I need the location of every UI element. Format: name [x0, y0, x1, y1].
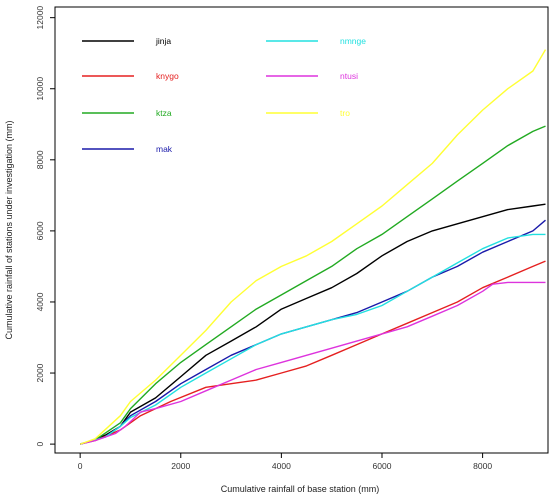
- y-tick-label: 2000: [35, 363, 45, 382]
- x-tick-label: 2000: [171, 461, 190, 471]
- x-tick-label: 4000: [272, 461, 291, 471]
- x-axis-title: Cumulative rainfall of base station (mm): [221, 484, 380, 494]
- plot-frame: [54, 6, 549, 454]
- x-tick-label: 6000: [373, 461, 392, 471]
- legend-label-knygo: knygo: [156, 71, 179, 81]
- series-layer: [79, 49, 547, 445]
- y-tick-label: 10000: [35, 77, 45, 101]
- x-tick-label: 8000: [473, 461, 492, 471]
- y-tick-label: 0: [35, 441, 45, 446]
- legend-label-mak: mak: [156, 144, 173, 154]
- x-tick-label: 0: [78, 461, 83, 471]
- series-line-ktza: [80, 125, 546, 445]
- legend: jinja knygo ktza mak nmnge ntusi tro: [82, 36, 366, 154]
- y-tick-label: 4000: [35, 292, 45, 311]
- legend-label-ktza: ktza: [156, 108, 172, 118]
- axis-layer: 0 2000 4000 6000 8000 0 2000 4000 6000 8000 10000 1…: [35, 6, 492, 471]
- y-tick-label: 6000: [35, 221, 45, 240]
- y-tick-label: 12000: [35, 6, 45, 30]
- legend-label-jinja: jinja: [155, 36, 171, 46]
- legend-label-tro: tro: [340, 108, 350, 118]
- series-line-ntusi: [80, 281, 546, 445]
- series-line-nmnge: [80, 233, 546, 445]
- series-line-jinja: [80, 203, 546, 445]
- legend-label-ntusi: ntusi: [340, 71, 358, 81]
- y-axis-title: Cumulative rainfall of stations under in…: [4, 120, 14, 339]
- y-tick-label: 8000: [35, 150, 45, 169]
- series-line-tro: [79, 49, 547, 445]
- legend-label-nmnge: nmnge: [340, 36, 366, 46]
- series-line-knygo: [80, 260, 546, 445]
